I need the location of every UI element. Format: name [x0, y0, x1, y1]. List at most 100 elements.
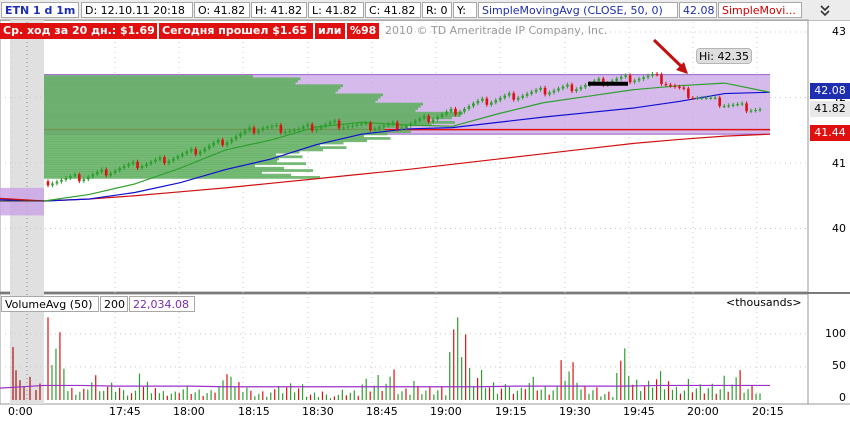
candle-body: [575, 89, 578, 92]
time-tick: 0:00: [8, 405, 33, 418]
candle-body: [328, 122, 332, 125]
candle-body: [754, 109, 757, 112]
volume-profile-bar: [44, 164, 255, 168]
candle-body: [624, 75, 627, 77]
candle-body: [660, 74, 663, 84]
candle-body: [467, 106, 471, 109]
candle-body: [248, 127, 251, 131]
volume-profile-bar: [44, 120, 455, 124]
volume-tick-50: 50: [832, 359, 846, 372]
candle-body: [628, 75, 632, 83]
candle-body: [60, 179, 63, 182]
price-tick-43: 43: [832, 25, 846, 38]
candle-body: [655, 73, 659, 76]
candle-body: [194, 148, 198, 155]
sma-price-box: 42.08: [810, 83, 850, 99]
candle-body: [51, 183, 54, 186]
candle-body: [109, 173, 112, 176]
candle-body: [494, 100, 498, 103]
high-arrow: [652, 38, 685, 70]
volume-profile-bar: [44, 118, 429, 122]
range-readout: R: 0: [422, 2, 452, 18]
candle-body: [709, 97, 713, 99]
candle-body: [436, 117, 439, 120]
candle-body: [552, 90, 556, 93]
volume-profile-bar: [44, 127, 385, 131]
candle-body: [507, 93, 511, 96]
candle-body: [422, 115, 426, 119]
volume-profile-bar: [44, 91, 336, 94]
candle-body: [704, 97, 708, 99]
volume-profile-bar: [44, 150, 300, 154]
candle-body: [288, 130, 292, 133]
candle-body: [270, 125, 274, 128]
candle-body: [525, 93, 529, 96]
volume-profile-bar: [44, 130, 411, 133]
candle-body: [163, 157, 166, 164]
low-readout: L: 41.82: [308, 2, 364, 18]
candle-body: [387, 123, 390, 126]
candle-body: [476, 100, 480, 104]
candle-body: [548, 92, 551, 95]
volume-profile-bar: [44, 134, 364, 138]
candle-body: [440, 114, 444, 118]
candle-body: [619, 76, 623, 79]
candle-body: [745, 103, 748, 112]
candle-body: [391, 122, 395, 124]
candle-body: [185, 151, 189, 154]
volume-profile-bar: [44, 173, 291, 177]
volume-study-label[interactable]: VolumeAvg (50): [1, 296, 99, 312]
volume-profile-bar: [44, 176, 320, 179]
candle-body: [485, 98, 489, 105]
candle-body: [678, 86, 681, 88]
second-study-label[interactable]: SimpleMovi...: [718, 2, 802, 18]
moving-average-lines: [0, 82, 771, 202]
candle-body: [176, 156, 180, 159]
marker-bar: [588, 81, 628, 86]
open-readout: O: 41.82: [194, 2, 250, 18]
candle-body: [355, 124, 359, 126]
candle-body: [369, 122, 372, 131]
candle-body: [512, 93, 516, 100]
candle-body: [400, 127, 404, 130]
avg-move-badge: Ср. ход за 20 дн.: $1.69: [0, 23, 157, 39]
volume-profile-bar: [44, 132, 388, 136]
candle-body: [234, 136, 238, 140]
candle-body: [225, 142, 229, 146]
candle-body: [91, 174, 95, 177]
time-tick: 19:00: [430, 405, 462, 418]
collapse-chevron-icon[interactable]: [818, 2, 832, 18]
time-tick: 18:45: [366, 405, 398, 418]
candle-body: [261, 127, 265, 131]
candle-body: [445, 111, 448, 115]
candle-body: [319, 126, 323, 129]
candle-body: [310, 124, 314, 131]
volume-bars: [0, 317, 770, 400]
volume-units: <thousands>: [726, 296, 802, 309]
candle-body: [306, 124, 310, 127]
candle-body: [736, 104, 739, 106]
candle-body: [230, 139, 233, 143]
candle-body: [131, 161, 135, 164]
candle-body: [700, 97, 704, 100]
symbol-label[interactable]: ETN 1 d 1m: [1, 2, 79, 18]
candle-body: [740, 103, 744, 105]
candle-body: [646, 75, 650, 78]
or-badge: или: [315, 23, 345, 39]
candle-body: [279, 125, 283, 133]
candle-body: [337, 120, 341, 129]
candle-body: [122, 166, 126, 169]
time-tick: 20:00: [687, 405, 719, 418]
candle-body: [284, 131, 287, 133]
candle-body: [382, 125, 386, 128]
high-readout: H: 41.82: [251, 2, 307, 18]
candle-body: [682, 87, 686, 89]
time-tick: 20:15: [752, 405, 784, 418]
candle-body: [292, 129, 296, 132]
candle-body: [409, 123, 413, 126]
candle-body: [127, 163, 130, 167]
sma-study-label[interactable]: SimpleMovingAvg (CLOSE, 50, 0): [478, 2, 678, 18]
premarket-value-area: [0, 187, 44, 216]
